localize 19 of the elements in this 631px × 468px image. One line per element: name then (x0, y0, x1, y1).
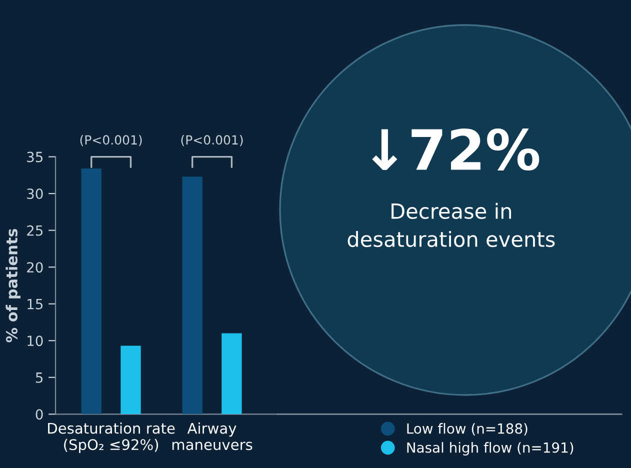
y-axis-title: % of patients (6, 228, 20, 342)
y-tick-label: 0 (36, 409, 43, 420)
text: (P<0.001) (80, 134, 142, 146)
text: ↓72% (372, 128, 540, 171)
bar (81, 168, 102, 414)
y-tick-label: 25 (27, 225, 43, 236)
y-tick-label: 5 (36, 372, 43, 383)
bar (182, 176, 202, 414)
legend-label: Low flow (n=188) (407, 423, 528, 436)
text: Decrease in desaturation events (348, 202, 555, 248)
y-tick-label: 10 (28, 336, 43, 346)
bar (222, 333, 242, 414)
y-tick-label: 30 (27, 188, 43, 200)
y-tick-label: 15 (28, 299, 43, 310)
y-tick-label: 35 (27, 152, 43, 162)
legend-label: Nasal high flow (n=191) (407, 442, 574, 456)
y-tick-label: 20 (27, 262, 43, 273)
bar (120, 346, 141, 414)
text: (P<0.001) (181, 134, 243, 146)
